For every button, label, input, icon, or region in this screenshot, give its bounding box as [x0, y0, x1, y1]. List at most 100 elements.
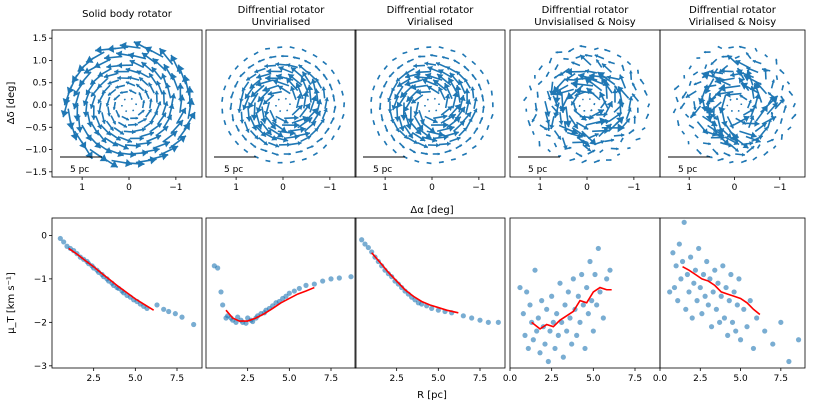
- quiver-arrowhead: [405, 156, 408, 159]
- quiver-arrowhead: [129, 59, 136, 66]
- quiver-arrowhead: [570, 127, 578, 135]
- quiver-arrowhead: [568, 49, 571, 52]
- quiver-arrowhead: [597, 109, 605, 116]
- quiver-arrowhead: [579, 154, 583, 157]
- quiver-arrowhead: [683, 77, 686, 79]
- panel-title: Diffrential rotator: [689, 5, 777, 16]
- scale-bar-label: 5 pc: [70, 165, 89, 175]
- quiver-arrowhead: [425, 152, 428, 156]
- data-point: [565, 289, 571, 295]
- quiver-arrowhead: [338, 125, 341, 128]
- quiver-arrowhead: [748, 99, 752, 104]
- quiver-arrowhead: [729, 123, 734, 129]
- quiver-arrowhead: [779, 69, 782, 72]
- quiver-arrowhead: [306, 135, 311, 140]
- quiver-arrowhead: [389, 74, 392, 78]
- x-axis-tick-label: 0.0: [503, 374, 518, 384]
- data-point: [762, 328, 768, 334]
- quiver-arrowhead: [254, 52, 256, 55]
- quiver-arrowhead: [475, 127, 478, 131]
- quiver-arrowhead: [75, 126, 84, 133]
- running-median-line: [371, 252, 459, 314]
- data-point: [283, 293, 289, 299]
- data-point: [702, 293, 708, 299]
- quiver-arrowhead: [239, 119, 245, 124]
- quiver-arrowhead: [473, 108, 478, 113]
- quiver-arrowhead: [462, 53, 465, 56]
- quiver-arrowhead: [612, 89, 618, 94]
- quiver-arrowhead: [230, 95, 233, 99]
- quiver-arrowhead: [734, 133, 739, 138]
- quiver-arrowhead: [736, 98, 737, 100]
- quiver-arrowhead: [179, 107, 187, 115]
- data-point: [179, 314, 185, 320]
- quiver-arrowhead: [750, 146, 755, 150]
- quiver-arrowhead: [554, 67, 558, 70]
- quiver-arrowhead: [443, 82, 451, 90]
- quiver-arrowhead: [584, 141, 590, 147]
- quiver-arrowhead: [566, 91, 575, 100]
- quiver-arrowhead: [569, 146, 572, 150]
- quiver-arrowhead: [324, 97, 329, 102]
- data-point: [736, 276, 742, 282]
- quiver-arrowhead: [139, 135, 144, 142]
- quiver-arrowhead: [307, 71, 312, 76]
- quiver-arrowhead: [673, 111, 676, 114]
- quiver-arrowhead: [471, 74, 475, 77]
- quiver-arrowhead: [413, 111, 420, 116]
- quiver-arrowhead: [275, 62, 280, 67]
- quiver-arrowhead: [96, 124, 103, 129]
- panel-frame: [51, 217, 203, 369]
- quiver-arrowhead: [294, 133, 300, 140]
- quiver-arrowhead: [721, 55, 724, 58]
- quiver-arrowhead: [311, 145, 314, 149]
- quiver-arrowhead: [332, 94, 335, 97]
- quiver-arrowhead: [384, 67, 386, 70]
- quiver-arrowhead: [584, 159, 587, 162]
- quiver-arrowhead: [296, 94, 302, 100]
- data-point: [429, 305, 435, 312]
- quiver-arrowhead: [758, 135, 763, 140]
- data-point: [726, 298, 732, 304]
- quiver-arrowhead: [427, 85, 433, 91]
- quiver-arrowhead: [687, 143, 690, 145]
- quiver-arrowhead: [229, 107, 233, 110]
- quiver-arrowhead: [739, 95, 743, 98]
- quiver-arrowhead: [774, 145, 776, 148]
- quiver-arrowhead: [429, 110, 430, 112]
- data-point: [675, 298, 681, 304]
- quiver-arrowhead: [288, 73, 295, 81]
- quiver-arrowhead: [616, 147, 619, 151]
- quiver-arrowhead: [584, 53, 588, 57]
- data-point: [744, 324, 750, 330]
- quiver-arrowhead: [793, 114, 796, 117]
- data-point: [296, 285, 302, 292]
- quiver-arrowhead: [780, 118, 783, 121]
- data-point: [154, 302, 160, 308]
- quiver-arrowhead: [629, 147, 631, 149]
- data-point: [166, 308, 172, 315]
- data-point: [741, 306, 747, 312]
- quiver-arrowhead: [380, 118, 384, 122]
- panel-frame: [51, 29, 203, 178]
- quiver-arrowhead: [149, 156, 157, 165]
- quiver-arrowhead: [614, 85, 618, 90]
- data-point: [552, 345, 558, 352]
- quiver-arrowhead: [438, 46, 441, 49]
- data-point: [604, 276, 610, 282]
- data-point: [530, 337, 536, 343]
- quiver-arrowhead: [563, 57, 566, 60]
- quiver-arrowhead: [421, 78, 429, 85]
- quiver-arrowhead: [127, 137, 132, 144]
- data-point: [729, 319, 736, 325]
- quiver-arrowhead: [454, 104, 461, 111]
- quiver-arrowhead: [554, 145, 557, 148]
- quiver-arrowhead: [125, 117, 129, 121]
- quiver-arrowhead: [463, 88, 471, 94]
- quiver-arrowhead: [265, 74, 271, 82]
- data-point: [734, 302, 740, 308]
- x-axis-tick-label: 5.0: [586, 374, 601, 384]
- quiver-arrowhead: [560, 155, 562, 157]
- x-axis-tick-label: 2.5: [87, 374, 101, 384]
